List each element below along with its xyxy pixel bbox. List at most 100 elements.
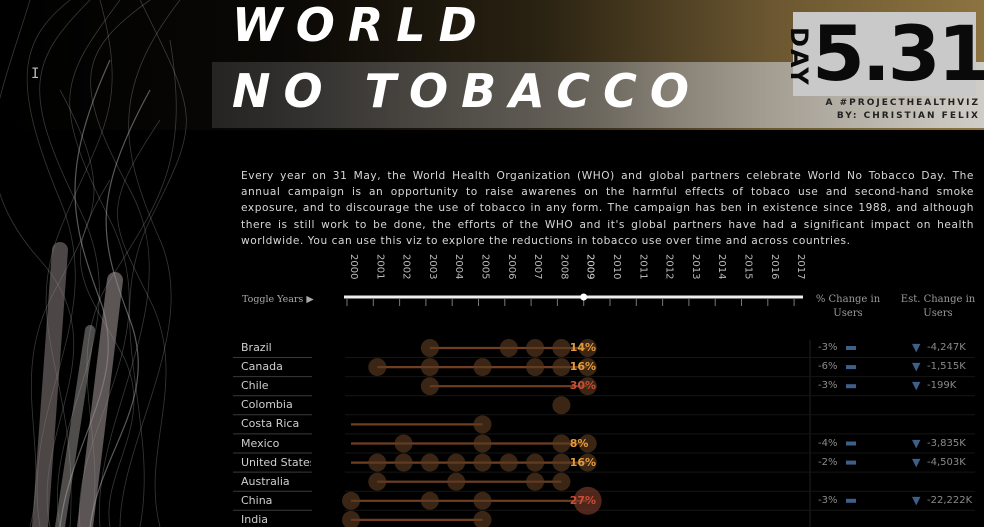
data-point[interactable] [420,377,439,396]
year-tick-label: 2017 [795,254,806,279]
data-point[interactable] [552,434,571,453]
pct-change-bar [846,498,856,503]
data-point[interactable] [552,396,571,415]
country-label: Mexico [241,436,280,450]
title-line-2: NO TOBACCO [232,64,702,118]
date-badge [793,12,976,96]
year-tick-label: 2006 [506,254,517,279]
data-point[interactable] [420,358,439,377]
text-cursor-icon: I [31,66,40,82]
usage-pct-label: 27% [569,493,597,507]
toggle-years-button[interactable]: Toggle Years ▶ [242,294,314,305]
pct-change-bar [846,384,856,389]
data-point[interactable] [368,453,387,472]
data-point[interactable] [394,434,413,453]
country-label: Costa Rica [241,417,300,431]
data-point[interactable] [368,472,387,491]
data-point[interactable] [526,453,545,472]
data-point[interactable] [394,453,413,472]
data-point[interactable] [499,453,518,472]
year-tick-label: 2000 [348,254,359,279]
data-point[interactable] [499,339,518,357]
pct-change-bar [846,460,856,465]
down-arrow-icon: ▼ [912,455,921,469]
pct-change-bar [846,365,856,370]
data-point[interactable] [420,453,439,472]
down-arrow-icon: ▼ [912,436,921,450]
year-tick-label: 2015 [743,254,754,279]
pct-change-header-line2: Users [833,308,863,319]
est-change-value: -4,247K [927,342,966,353]
data-point[interactable] [578,377,597,396]
est-change-value: -199K [927,380,957,392]
country-label: United States [241,455,311,469]
data-point[interactable] [473,491,492,510]
est-change-value: -4,503K [927,456,966,468]
data-point[interactable] [552,339,571,357]
est-change-header: Est. Change in Users [895,293,981,321]
usage-pct-label: 16% [569,455,597,469]
data-point[interactable] [578,339,597,357]
country-label: China [241,493,273,507]
year-tick-label: 2016 [769,254,780,279]
pct-change-value: -2% [818,456,838,468]
year-tick-label: 2007 [532,254,543,279]
tagline: A #PROJECTHEALTHVIZ [825,98,980,108]
data-point[interactable] [420,491,439,510]
data-point[interactable] [342,491,360,510]
data-point[interactable] [573,486,602,515]
data-point[interactable] [473,415,492,434]
down-arrow-icon: ▼ [912,360,921,374]
data-point[interactable] [473,434,492,453]
country-label: Brazil [241,341,272,354]
data-point[interactable] [447,453,466,472]
data-point[interactable] [552,358,571,377]
year-slider-handle[interactable] [580,293,588,301]
pct-change-value: -3% [818,380,838,392]
down-arrow-icon: ▼ [912,341,921,354]
year-tick-label: 2001 [374,254,385,279]
country-label: Colombia [241,398,293,412]
est-change-header-line2: Users [923,308,953,319]
data-point[interactable] [420,339,439,357]
year-tick-label: 2003 [427,254,438,279]
year-tick-label: 2004 [453,254,464,279]
data-point[interactable] [526,472,545,491]
title-line-1: WORLD [232,0,490,52]
data-point[interactable] [578,358,597,377]
data-point[interactable] [473,510,492,527]
pct-change-value: -4% [818,437,838,449]
year-tick-label: 2013 [690,254,701,279]
data-point[interactable] [342,510,360,527]
country-label: Chile [241,379,269,393]
data-point[interactable] [552,472,571,491]
data-point[interactable] [526,358,545,377]
pct-change-value: -3% [818,342,838,353]
pct-change-header: % Change in Users [806,293,890,321]
year-tick-label: 2002 [401,254,412,279]
pct-change-bar [846,346,856,350]
est-change-value: -22,222K [927,494,973,506]
data-point[interactable] [473,453,492,472]
year-tick-label: 2009 [585,254,596,279]
country-label: India [241,512,268,526]
data-point[interactable] [473,358,492,377]
est-change-header-line1: Est. Change in [900,294,976,305]
data-point[interactable] [578,453,597,472]
smoke-decoration [0,0,187,527]
year-tick-label: 2010 [611,254,622,279]
byline: BY: CHRISTIAN FELIX [836,111,980,121]
est-change-value: -3,835K [927,437,966,449]
down-arrow-icon: ▼ [912,379,921,393]
year-tick-label: 2012 [664,254,675,279]
pct-change-value: -6% [818,361,838,373]
data-point[interactable] [526,339,545,357]
data-point[interactable] [368,358,387,377]
data-point[interactable] [578,434,597,453]
usage-pct-label: 8% [569,436,589,450]
date-value: 5.31 [812,9,984,98]
usage-pct-label: 14% [569,341,597,354]
data-point[interactable] [552,453,571,472]
data-point[interactable] [447,472,466,491]
